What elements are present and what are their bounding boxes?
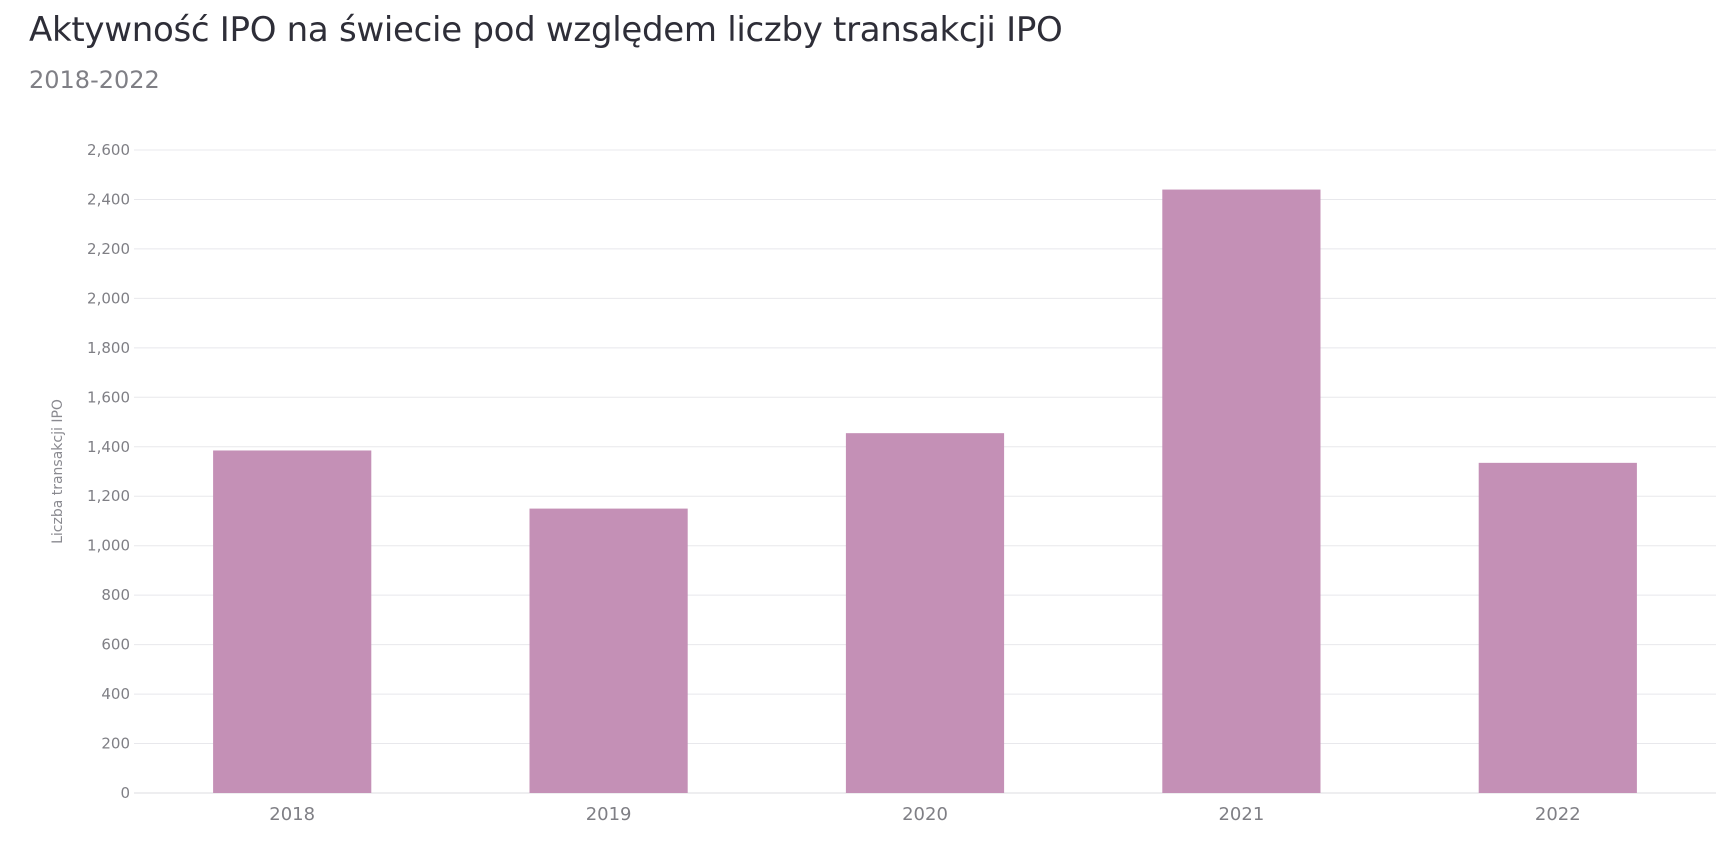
bar-2020	[845, 433, 1005, 793]
y-axis-ticks: 0 200 400 600 800 1,000 1,200 1,400 1,600 1,800 2,…	[87, 141, 130, 802]
bars	[213, 189, 1637, 794]
y-tick-label: 600	[101, 636, 130, 654]
x-tick-label: 2018	[269, 804, 315, 825]
chart-title: Aktywność IPO na świecie pod względem li…	[29, 10, 1063, 50]
y-axis-title: Liczba transakcji IPO	[50, 399, 66, 544]
bar-2021	[1162, 189, 1321, 794]
x-axis-ticks: 2018 2019 2020 2021 2022	[269, 804, 1580, 825]
bar-2019	[529, 508, 688, 793]
y-tick-label: 1,400	[87, 438, 130, 456]
y-tick-label: 1,600	[87, 388, 130, 406]
chart-subtitle: 2018-2022	[29, 66, 160, 94]
y-tick-label: 2,400	[87, 190, 130, 208]
y-tick-label: 1,000	[87, 537, 130, 555]
x-tick-label: 2021	[1218, 804, 1264, 825]
x-tick-label: 2020	[902, 804, 948, 825]
bar-2022	[1478, 462, 1637, 793]
y-tick-label: 0	[120, 784, 130, 802]
y-tick-label: 2,200	[87, 240, 130, 258]
y-tick-label: 400	[101, 685, 130, 703]
y-tick-label: 2,600	[87, 141, 130, 159]
y-tick-label: 200	[101, 735, 130, 753]
y-tick-label: 2,000	[87, 289, 130, 307]
x-tick-label: 2022	[1535, 804, 1581, 825]
x-tick-label: 2019	[586, 804, 632, 825]
y-tick-label: 1,800	[87, 339, 130, 357]
y-tick-label: 800	[101, 586, 130, 604]
y-tick-label: 1,200	[87, 487, 130, 505]
bar-2018	[213, 450, 372, 793]
